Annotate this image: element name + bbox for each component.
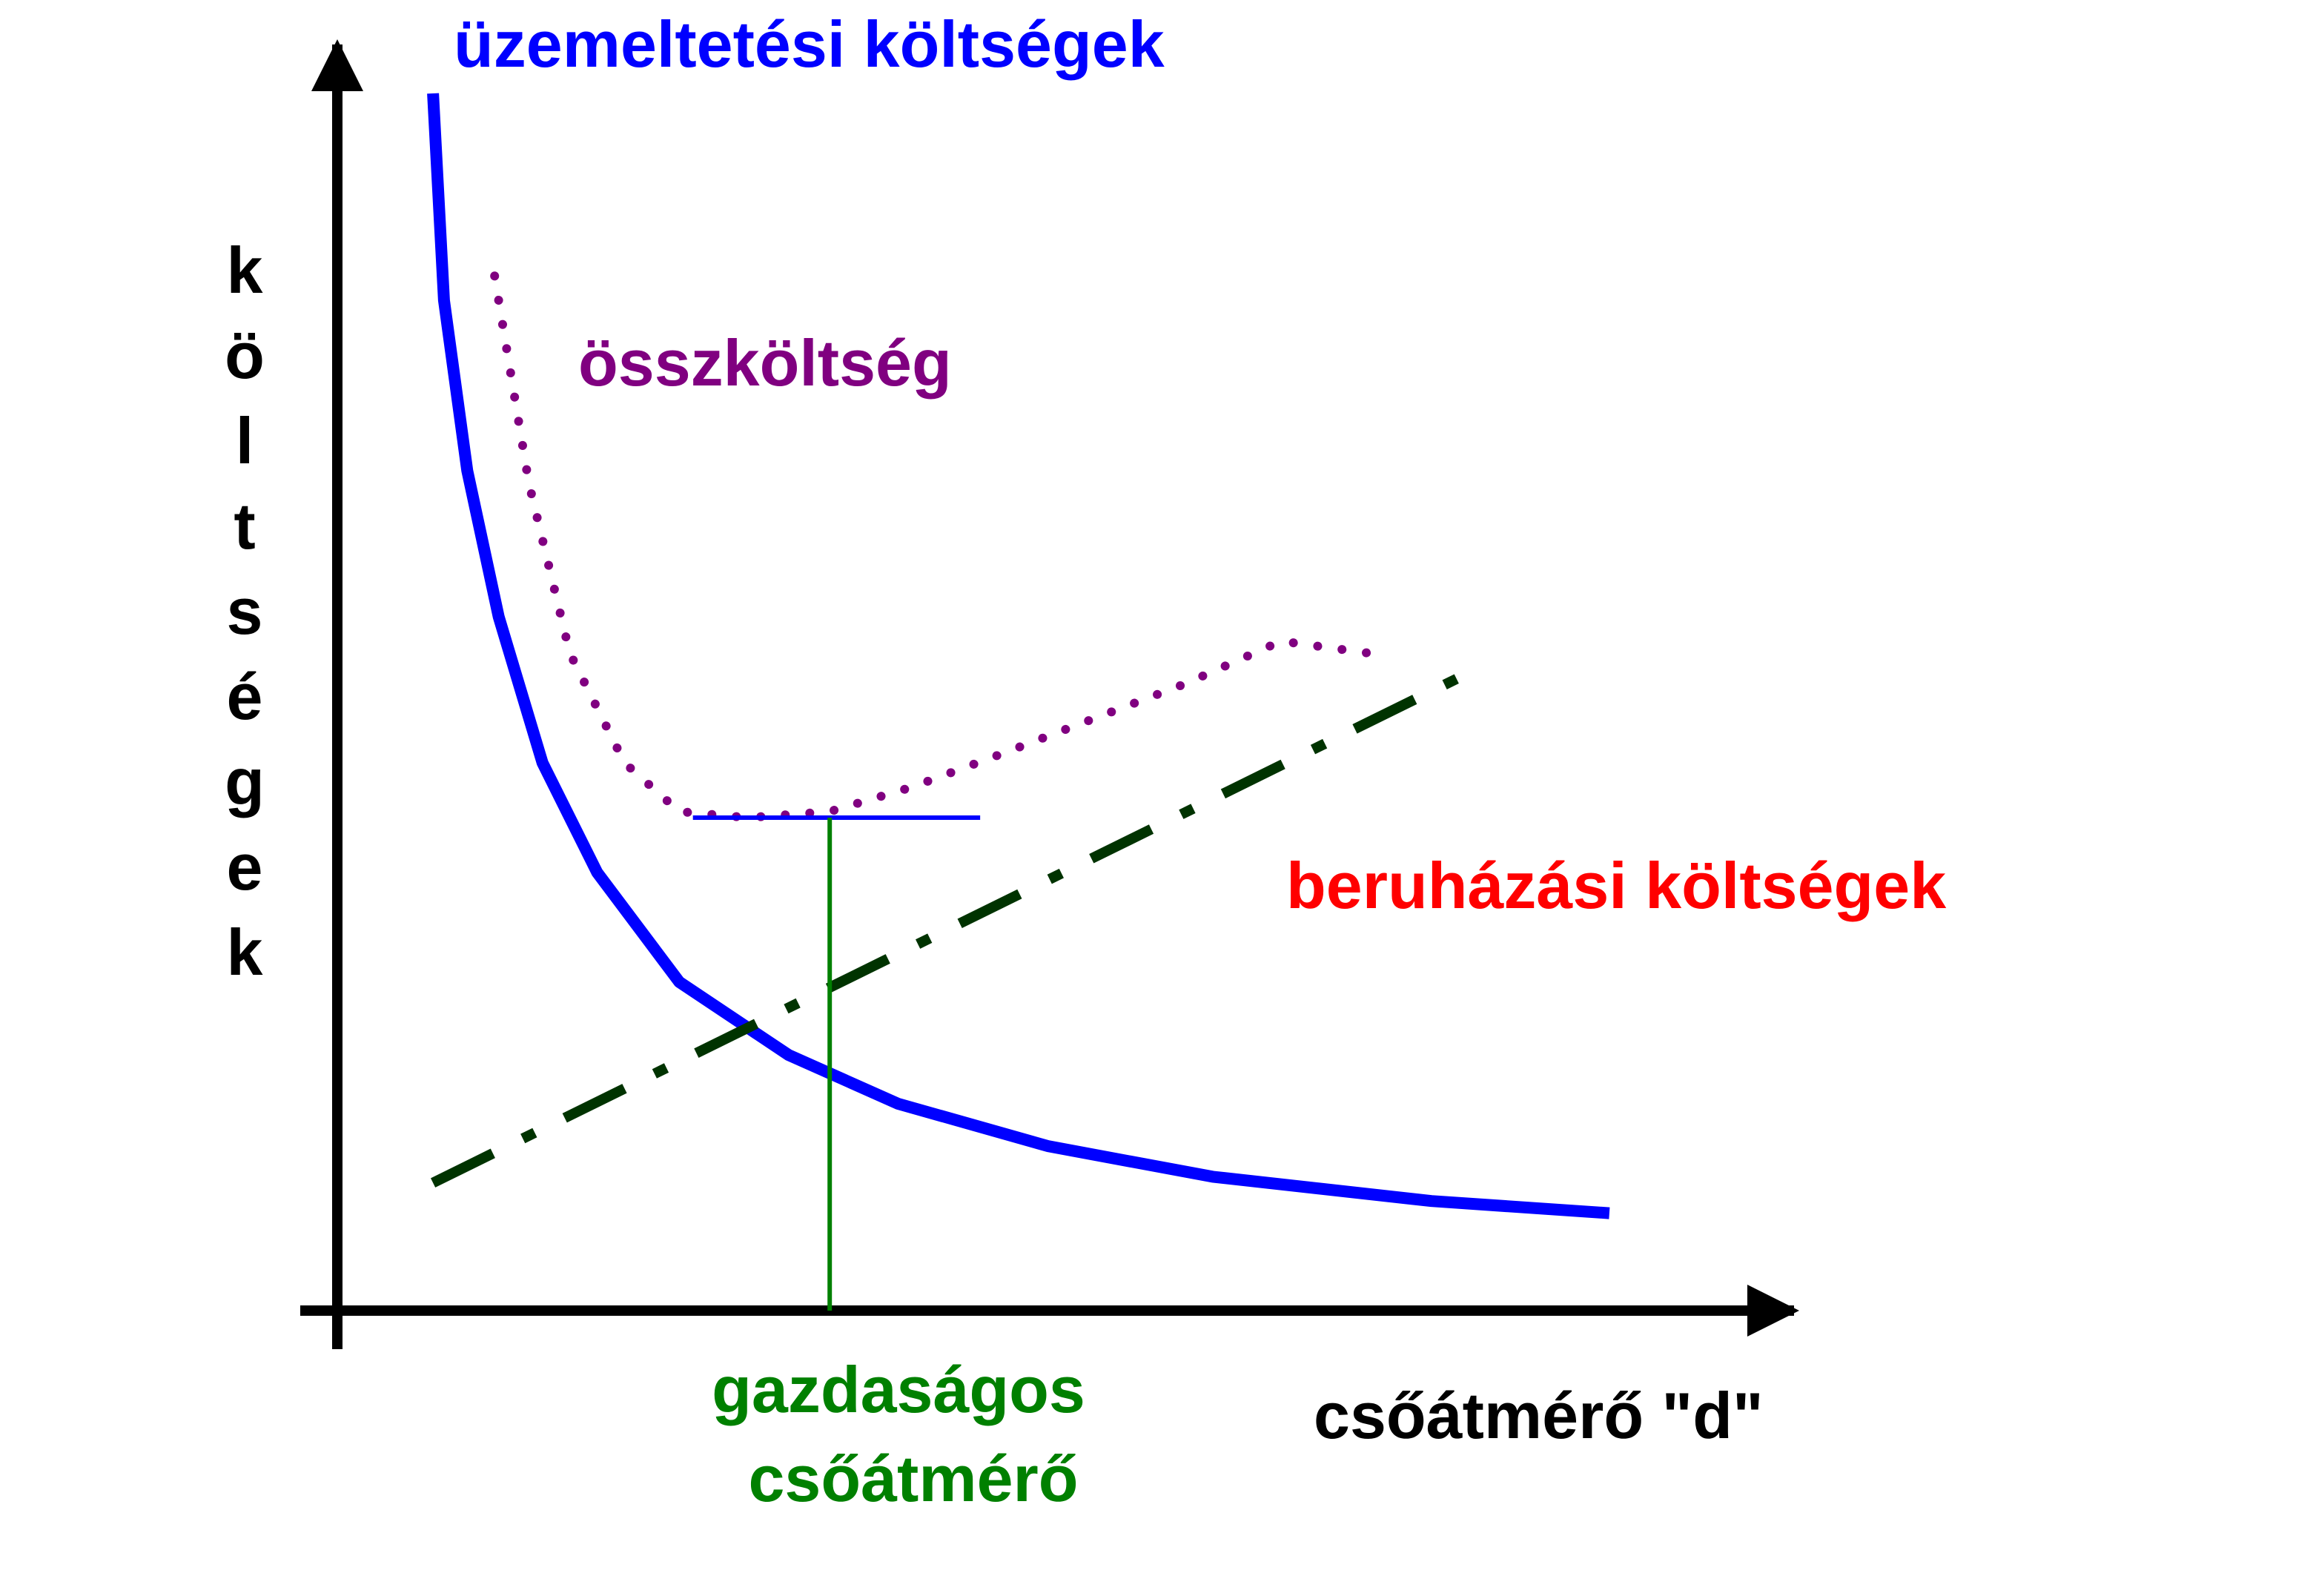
operating-cost-label: üzemeltetési költségek xyxy=(454,7,1165,81)
total-cost-label: összköltség xyxy=(578,326,952,400)
y-axis-label-letter: k xyxy=(227,915,264,989)
series-operating-cost-line xyxy=(427,93,1610,1219)
series-investment-cost-line xyxy=(431,672,1461,1188)
y-axis-label-letter: k xyxy=(227,234,264,307)
y-axis-label-letter: e xyxy=(227,830,263,904)
y-axis-label-letter: é xyxy=(227,660,263,733)
y-axis-label-letter: s xyxy=(227,575,263,648)
optimum-label-line1: gazdaságos xyxy=(712,1353,1085,1426)
x-axis-label: csőátmérő "d" xyxy=(1314,1379,1764,1452)
investment-cost-label: beruházási költségek xyxy=(1286,849,1947,922)
y-axis-label: költségek xyxy=(225,234,265,989)
y-axis-label-letter: l xyxy=(236,404,254,477)
y-axis-label-letter: ö xyxy=(225,319,265,392)
y-axis-label-letter: g xyxy=(225,745,265,818)
y-axis-label-letter: t xyxy=(234,489,255,563)
optimum-label-line2: csőátmérő xyxy=(748,1442,1078,1515)
